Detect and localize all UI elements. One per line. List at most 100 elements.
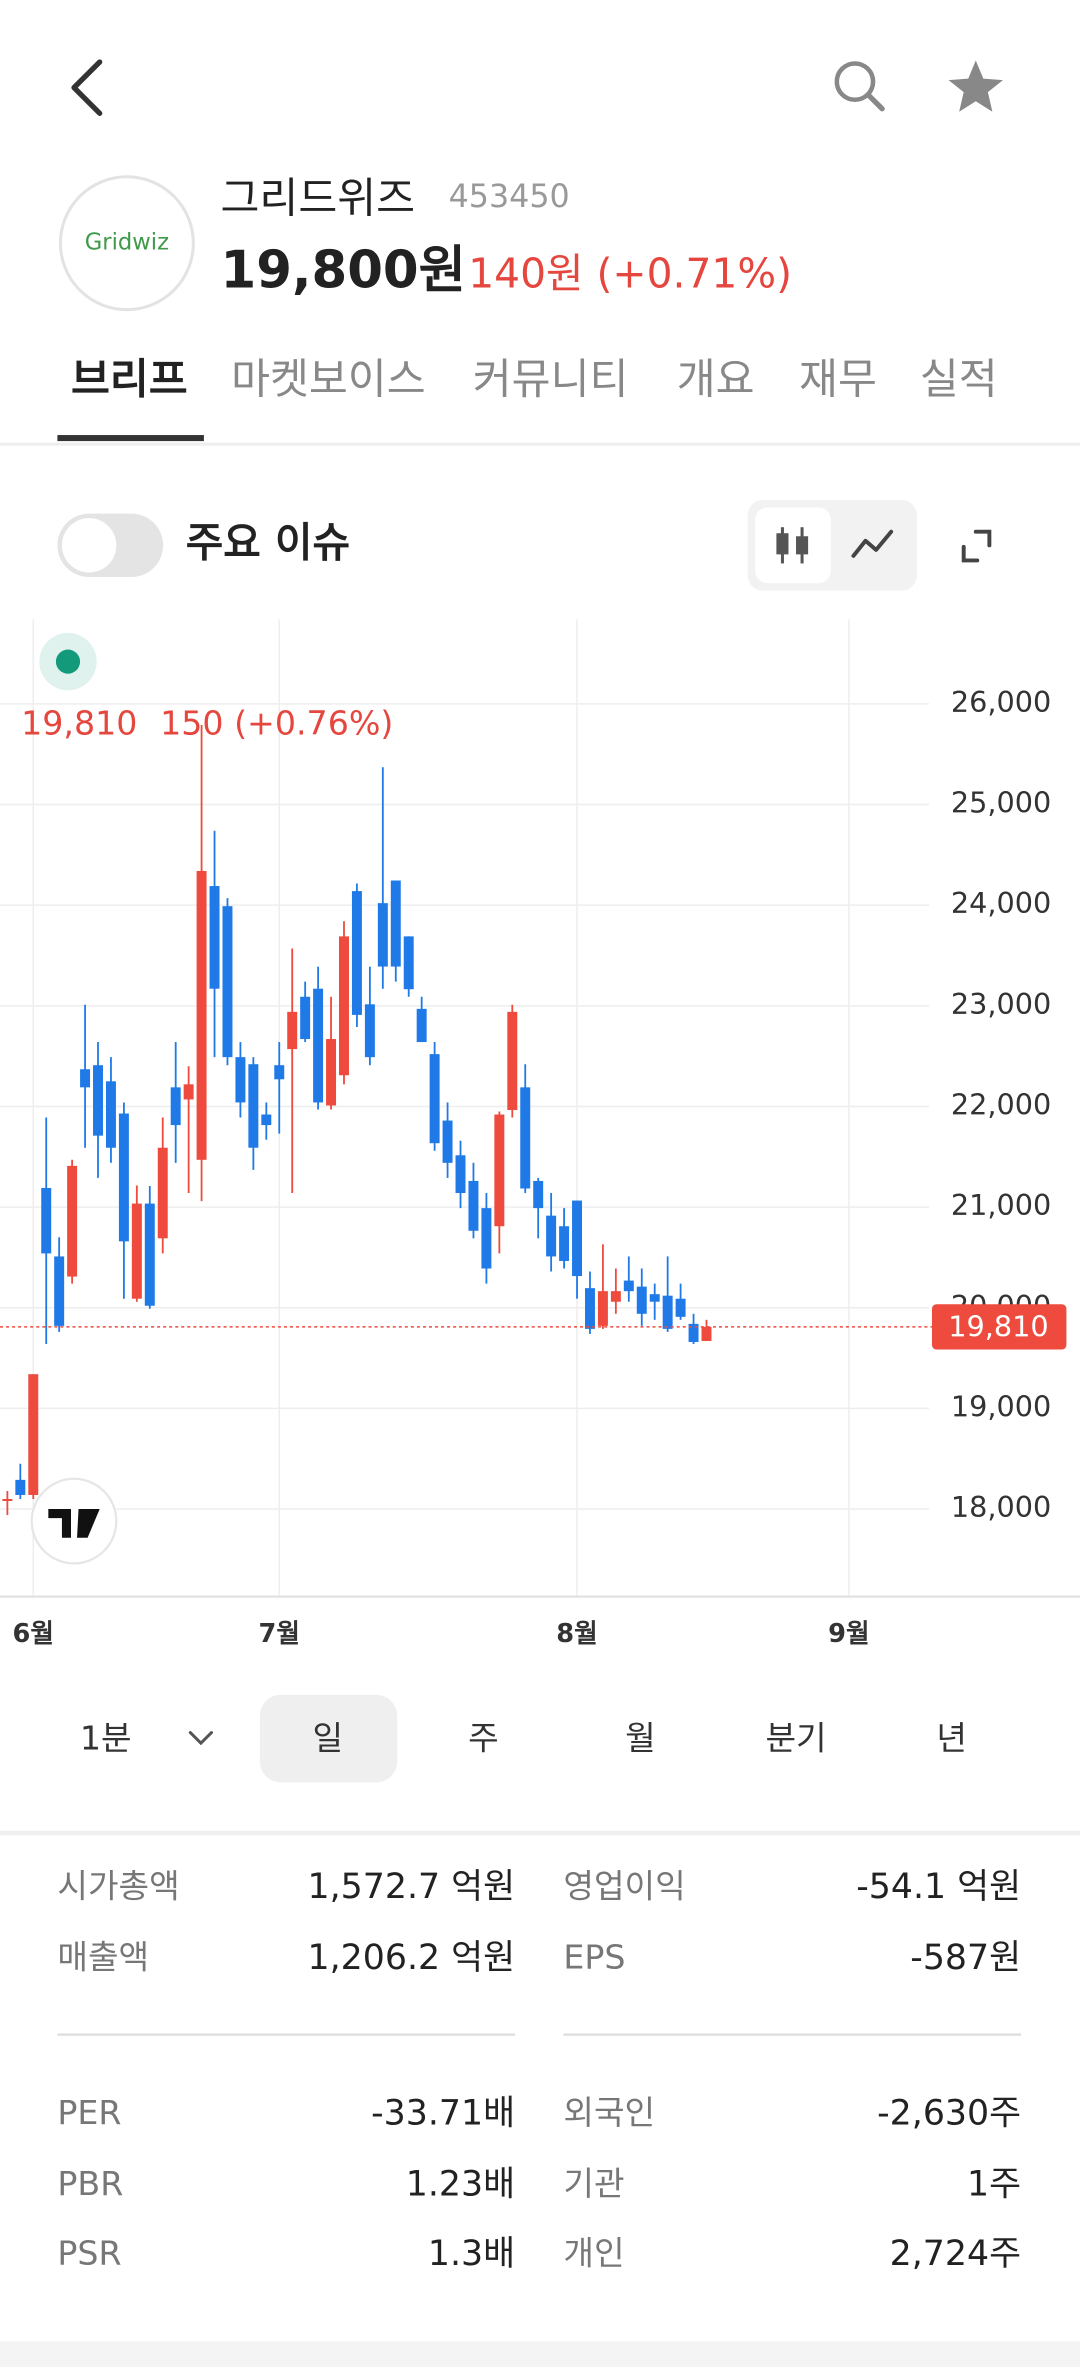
candle-body xyxy=(455,1155,466,1194)
stat-value: 1주 xyxy=(967,2165,1021,2205)
stock-price: 19,800원 xyxy=(221,240,466,300)
search-icon xyxy=(865,92,885,112)
candle-body xyxy=(2,1498,13,1502)
period-button[interactable]: 월 xyxy=(625,1719,656,1758)
tab[interactable]: 실적 xyxy=(920,355,998,404)
candle-body xyxy=(429,1054,440,1144)
candle-body xyxy=(649,1294,660,1302)
stat-label: 외국인 xyxy=(563,2093,655,2132)
stock-name: 그리드위즈 xyxy=(221,173,416,222)
tab[interactable]: 마켓보이스 xyxy=(231,355,426,404)
candle-body xyxy=(131,1203,142,1299)
x-tick-label: 7월 xyxy=(259,1619,300,1649)
stat-label: 기관 xyxy=(563,2164,624,2203)
tradingview-logo xyxy=(30,1477,118,1565)
stock-change: 140원 (+0.71%) xyxy=(468,249,792,297)
period-bar: 1분 일 주 월 분기 년 xyxy=(80,1719,967,1758)
candle-body xyxy=(520,1087,531,1189)
period-button[interactable]: 1분 xyxy=(80,1719,132,1758)
favorite-button[interactable] xyxy=(948,60,1003,112)
candle-body xyxy=(235,1057,246,1103)
toggle-knob xyxy=(61,518,117,573)
candle-body xyxy=(157,1147,168,1239)
stat-label: 영업이익 xyxy=(563,1867,685,1906)
stat-label: PER xyxy=(57,2093,121,2132)
chart: 6월7월8월9월18,00019,00020,00021,00022,00023… xyxy=(0,619,1080,1649)
candle-body xyxy=(377,903,388,967)
candle-body xyxy=(54,1256,65,1326)
period-button[interactable]: 일 xyxy=(312,1719,343,1758)
icon xyxy=(776,533,789,555)
divider xyxy=(0,442,1080,446)
candle-body xyxy=(403,936,414,990)
logo-mark xyxy=(48,1509,100,1538)
back-button[interactable] xyxy=(71,59,103,116)
search-button[interactable] xyxy=(834,61,885,112)
line-style-button[interactable] xyxy=(851,529,894,558)
tab[interactable]: 커뮤니티 xyxy=(473,355,629,404)
tab[interactable]: 재무 xyxy=(799,355,877,404)
candle-body xyxy=(41,1187,52,1254)
stat-value: 1,206.2 억원 xyxy=(308,1938,516,1978)
last-price-label: 19,810 xyxy=(948,1309,1048,1343)
candle-body xyxy=(623,1280,634,1292)
candle-body xyxy=(196,870,207,1160)
fullscreen-button[interactable] xyxy=(961,529,992,563)
icon xyxy=(796,536,809,555)
candle-body xyxy=(533,1180,544,1209)
tab[interactable]: 브리프 xyxy=(71,355,188,404)
tab-indicator xyxy=(57,435,204,442)
candle-body xyxy=(584,1288,595,1329)
legend-change: 150 (+0.76%) xyxy=(160,704,393,743)
candle-body xyxy=(507,1011,518,1110)
live-indicator xyxy=(55,649,81,674)
x-tick-label: 6월 xyxy=(13,1619,54,1649)
candle-body xyxy=(559,1226,570,1261)
stat-value: -587원 xyxy=(910,1938,1021,1978)
candle-body xyxy=(313,988,324,1103)
stat-value: 1.23배 xyxy=(406,2165,515,2205)
stat-label: PBR xyxy=(57,2164,123,2203)
stock-code: 453450 xyxy=(449,179,570,215)
candle-body xyxy=(351,891,362,1015)
candle-body xyxy=(494,1114,505,1227)
candle-body xyxy=(688,1323,699,1342)
candle-body xyxy=(364,1004,375,1058)
period-dropdown[interactable] xyxy=(188,1731,213,1746)
y-tick-label: 24,000 xyxy=(951,886,1051,920)
candle-body xyxy=(274,1065,285,1080)
y-tick-label: 19,000 xyxy=(951,1389,1051,1423)
tab[interactable]: 개요 xyxy=(677,355,755,404)
period-button[interactable]: 주 xyxy=(468,1719,499,1758)
candle-body xyxy=(390,880,401,967)
issue-toggle[interactable] xyxy=(57,513,164,578)
candle-body xyxy=(183,1084,194,1100)
candle-body xyxy=(105,1081,116,1148)
divider xyxy=(0,1830,1080,1836)
x-tick-label: 9월 xyxy=(828,1619,869,1649)
last-price-box xyxy=(931,1304,1067,1350)
candle-style-button[interactable] xyxy=(755,507,831,584)
candle-body xyxy=(287,1011,298,1050)
candle-body xyxy=(416,1008,427,1043)
candle-body xyxy=(118,1113,129,1242)
candle-body xyxy=(546,1215,557,1257)
candle-body xyxy=(572,1200,583,1277)
stat-value: -2,630주 xyxy=(877,2094,1021,2134)
y-tick-label: 23,000 xyxy=(951,987,1051,1021)
candle-body xyxy=(209,886,220,989)
candle-body xyxy=(15,1479,26,1495)
candle-body xyxy=(28,1374,39,1495)
selected-style xyxy=(755,507,831,584)
period-button[interactable]: 분기 xyxy=(765,1719,826,1758)
legend-price: 19,810 xyxy=(21,704,137,743)
candle-body xyxy=(597,1291,608,1326)
candle-body xyxy=(662,1295,673,1329)
stat-value: -33.71배 xyxy=(371,2094,515,2134)
period-button[interactable]: 년 xyxy=(936,1719,967,1758)
candle-body xyxy=(170,1087,181,1126)
logo-text: Gridwiz xyxy=(85,230,169,256)
candle-body xyxy=(442,1120,453,1163)
candle-body xyxy=(93,1065,103,1136)
